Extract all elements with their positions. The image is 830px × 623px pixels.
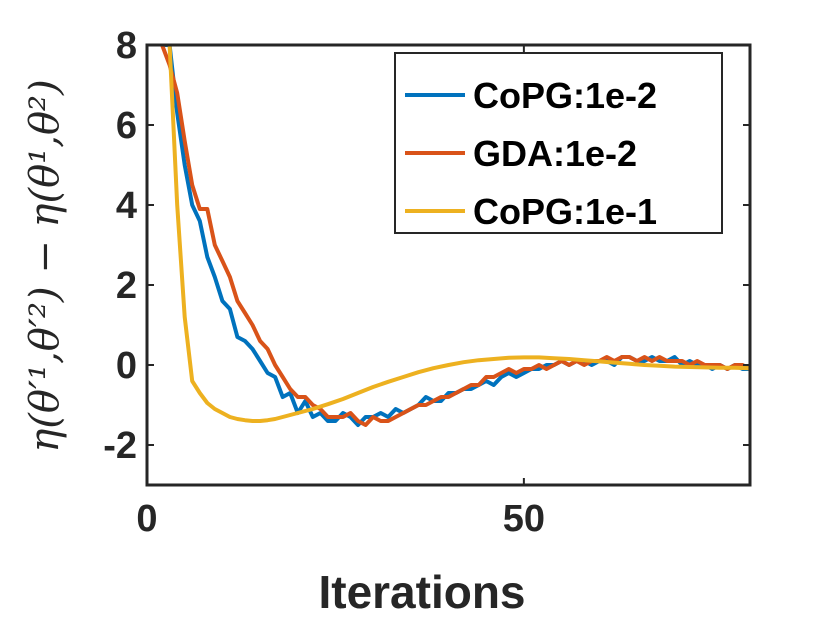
y-tick-label: 2 [116, 265, 137, 307]
y-tick-label: -2 [103, 425, 137, 467]
legend-label-1: CoPG:1e-2 [473, 75, 657, 116]
series-layer [160, 45, 750, 427]
ticks-layer [146, 44, 750, 485]
x-axis-label: Iterations [318, 566, 525, 618]
legend-label-2: GDA:1e-2 [473, 133, 637, 174]
x-tick-label: 0 [136, 498, 157, 540]
x-tick-label: 50 [503, 498, 545, 540]
y-tick-label: 8 [116, 25, 137, 67]
y-axis-label: η(θ′¹,θ′²) − η(θ¹,θ²) [22, 79, 68, 452]
y-tick-label: 6 [116, 105, 137, 147]
y-tick-label: 4 [116, 185, 137, 227]
legend: CoPG:1e-2 GDA:1e-2 CoPG:1e-1 [394, 52, 723, 234]
plot-frame [145, 43, 752, 487]
series-line-2 [160, 45, 750, 427]
legend-entries: CoPG:1e-2 GDA:1e-2 CoPG:1e-1 [405, 75, 657, 232]
tick-labels-layer: 8 6 4 2 0 -2 0 50 [103, 25, 545, 540]
legend-label-3: CoPG:1e-1 [473, 191, 657, 232]
y-tick-label: 0 [116, 345, 137, 387]
legend-box [394, 52, 723, 234]
series-line-3 [167, 45, 750, 423]
